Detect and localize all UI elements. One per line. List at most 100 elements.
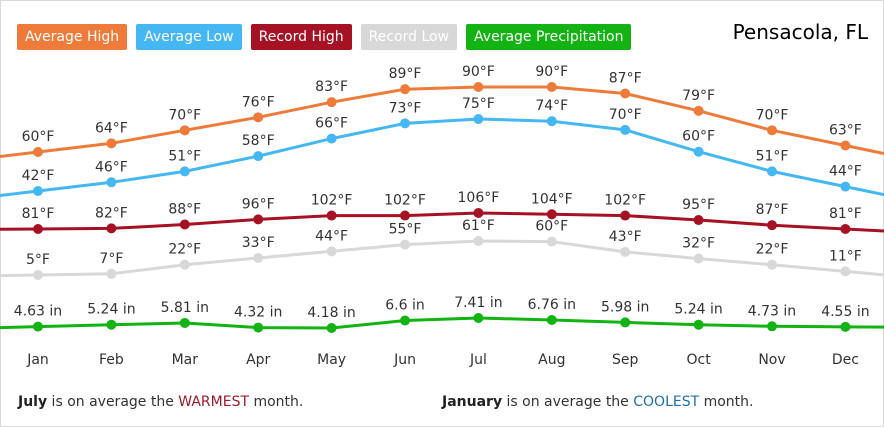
legend-average-low-button[interactable]: Average Low <box>136 24 242 50</box>
warmest-month-note: July is on average the WARMEST month. <box>18 394 303 410</box>
average-high-data-label: 70°F <box>168 107 201 123</box>
warmest-text: is on average the <box>47 394 179 410</box>
legend-average-precipitation-button[interactable]: Average Precipitation <box>466 24 632 50</box>
record-high-point <box>620 210 631 221</box>
legend-average-high-button[interactable]: Average High <box>17 24 128 50</box>
average-precipitation-data-label: 6.76 in <box>528 297 576 313</box>
average-high-point <box>620 88 631 99</box>
average-low-data-label: 51°F <box>756 148 789 164</box>
average-precipitation-point <box>326 323 337 333</box>
average-high-data-label: 89°F <box>389 66 422 82</box>
record-high-point <box>106 223 117 234</box>
average-precipitation-point <box>620 317 631 328</box>
record-high-point <box>767 220 777 231</box>
location-title: Pensacola, FL <box>732 20 868 44</box>
average-precipitation-point <box>106 319 117 330</box>
average-precipitation-data-label: 4.18 in <box>307 305 355 321</box>
average-precipitation-data-label: 7.41 in <box>454 295 502 311</box>
record-low-point <box>179 259 190 270</box>
average-precipitation-point <box>767 321 777 332</box>
x-axis-tick-label: Jan <box>26 352 49 368</box>
average-precipitation-data-label: 5.24 in <box>674 302 722 318</box>
record-low-point <box>546 236 557 247</box>
average-precipitation-data-label: 4.63 in <box>14 304 62 320</box>
chart-legend: Average High Average Low Record High Rec… <box>17 24 632 50</box>
average-high-line <box>0 85 884 158</box>
record-low-data-label: 33°F <box>242 235 275 251</box>
average-precipitation-point <box>400 315 410 326</box>
record-low-point <box>693 253 704 264</box>
x-axis-tick-label: Mar <box>172 352 199 368</box>
average-low-point <box>106 177 117 188</box>
legend-record-low-button[interactable]: Record Low <box>360 24 458 50</box>
x-axis-tick-label: Oct <box>686 352 711 368</box>
average-low-point <box>546 116 557 127</box>
record-high-line <box>0 211 884 233</box>
average-precipitation-data-label: 5.81 in <box>161 300 209 316</box>
record-high-point <box>179 219 190 230</box>
average-low-point <box>620 124 631 135</box>
average-high-point <box>179 125 190 136</box>
average-precipitation-data-label: 6.6 in <box>385 298 424 314</box>
x-axis-tick-label: Feb <box>99 352 124 368</box>
record-high-data-label: 81°F <box>829 206 862 222</box>
record-high-data-label: 106°F <box>458 190 500 206</box>
climate-line-chart: 60°F 64°F 70°F 76°F 83°F 89°F 90°F 90°F 87°F 79°F… <box>0 64 884 368</box>
legend-record-high-button[interactable]: Record High <box>250 24 352 50</box>
average-high-data-label: 90°F <box>535 64 568 80</box>
record-low-data-label: 22°F <box>756 242 789 258</box>
average-high-data-label: 63°F <box>829 123 862 139</box>
average-precipitation-data-label: 4.55 in <box>821 304 869 320</box>
coolest-word: COOLEST <box>633 394 700 410</box>
record-high-data-label: 82°F <box>95 205 128 221</box>
warmest-end: month. <box>249 394 304 410</box>
average-high-point <box>253 112 264 123</box>
average-precipitation-data-label: 4.32 in <box>234 305 282 321</box>
x-axis-tick-label: Sep <box>612 352 639 368</box>
record-low-point <box>840 266 851 277</box>
average-high-point <box>106 138 117 149</box>
average-low-data-label: 74°F <box>535 98 568 114</box>
average-low-data-label: 73°F <box>389 100 422 116</box>
average-low-point <box>767 166 777 177</box>
average-high-data-label: 76°F <box>242 94 275 110</box>
average-low-point <box>473 114 484 124</box>
record-high-data-label: 102°F <box>384 193 426 209</box>
record-high-data-label: 102°F <box>604 193 646 209</box>
record-low-data-label: 61°F <box>462 218 495 234</box>
record-low-point <box>473 236 484 246</box>
average-high-point <box>33 147 43 157</box>
record-low-point <box>620 246 631 257</box>
record-high-point <box>326 210 337 221</box>
average-low-point <box>33 186 43 196</box>
average-precipitation-point <box>693 319 704 330</box>
average-high-point <box>473 82 484 92</box>
average-precipitation-point <box>473 313 484 323</box>
average-precipitation-point <box>33 321 43 332</box>
record-low-point <box>33 270 43 280</box>
coolest-text: is on average the <box>502 394 634 410</box>
record-low-data-label: 5°F <box>26 252 50 268</box>
x-axis-tick-label: Aug <box>538 352 565 368</box>
average-low-data-label: 75°F <box>462 96 495 112</box>
average-low-data-label: 60°F <box>682 129 715 145</box>
average-precipitation-point <box>546 315 557 326</box>
average-low-data-label: 46°F <box>95 159 128 175</box>
record-low-point <box>326 246 337 257</box>
average-low-data-label: 58°F <box>242 133 275 149</box>
average-low-data-label: 44°F <box>829 164 862 180</box>
record-low-data-label: 60°F <box>535 219 568 235</box>
coolest-end: month. <box>699 394 754 410</box>
average-low-line <box>0 117 884 197</box>
average-low-point <box>840 181 851 192</box>
record-low-data-label: 32°F <box>682 236 715 252</box>
record-high-point <box>473 208 484 218</box>
record-low-data-label: 44°F <box>315 228 348 244</box>
record-low-line <box>0 239 884 278</box>
record-high-point <box>253 214 264 225</box>
record-low-point <box>767 259 777 270</box>
average-high-data-label: 83°F <box>315 79 348 95</box>
average-high-data-label: 87°F <box>609 71 642 87</box>
average-high-data-label: 64°F <box>95 120 128 136</box>
average-low-point <box>400 118 410 129</box>
